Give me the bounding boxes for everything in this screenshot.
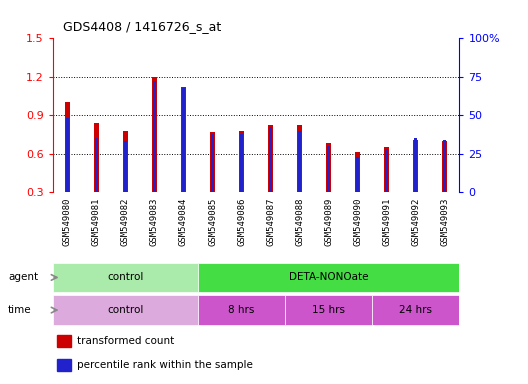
- Bar: [53, 295, 198, 325]
- Bar: [240, 134, 243, 192]
- Bar: [53, 263, 198, 292]
- Bar: [182, 88, 185, 192]
- Text: GSM549093: GSM549093: [440, 197, 449, 246]
- Bar: [297, 126, 302, 192]
- Text: GSM549090: GSM549090: [353, 197, 362, 246]
- Bar: [298, 131, 301, 192]
- Text: GSM549083: GSM549083: [150, 197, 159, 246]
- Text: percentile rank within the sample: percentile rank within the sample: [77, 360, 253, 370]
- Bar: [152, 77, 157, 192]
- Text: GSM549081: GSM549081: [92, 197, 101, 246]
- Bar: [153, 81, 156, 192]
- Text: GSM549091: GSM549091: [382, 197, 391, 246]
- Bar: [181, 87, 186, 192]
- Bar: [384, 147, 389, 192]
- Text: agent: agent: [8, 272, 38, 283]
- Bar: [269, 127, 272, 192]
- Text: transformed count: transformed count: [77, 336, 174, 346]
- Text: GSM549084: GSM549084: [179, 197, 188, 246]
- Text: control: control: [107, 272, 144, 283]
- Bar: [285, 295, 372, 325]
- Text: GDS4408 / 1416726_s_at: GDS4408 / 1416726_s_at: [63, 20, 222, 33]
- Bar: [326, 143, 331, 192]
- Text: GSM549085: GSM549085: [208, 197, 217, 246]
- Bar: [123, 131, 128, 192]
- Text: GSM549092: GSM549092: [411, 197, 420, 246]
- Text: time: time: [8, 305, 32, 315]
- Bar: [57, 335, 71, 348]
- Text: 24 hrs: 24 hrs: [399, 305, 432, 315]
- Text: GSM549086: GSM549086: [237, 197, 246, 246]
- Bar: [268, 126, 273, 192]
- Text: GSM549089: GSM549089: [324, 197, 333, 246]
- Bar: [372, 295, 459, 325]
- Bar: [57, 359, 71, 371]
- Bar: [211, 134, 214, 192]
- Bar: [355, 152, 360, 192]
- Bar: [442, 141, 447, 192]
- Text: GSM549080: GSM549080: [63, 197, 72, 246]
- Text: control: control: [107, 305, 144, 315]
- Bar: [124, 141, 127, 192]
- Bar: [444, 140, 446, 192]
- Bar: [356, 157, 359, 192]
- Bar: [239, 131, 244, 192]
- Bar: [65, 103, 70, 192]
- Bar: [414, 138, 417, 192]
- Bar: [210, 132, 215, 192]
- Text: GSM549082: GSM549082: [121, 197, 130, 246]
- Bar: [385, 149, 388, 192]
- Text: DETA-NONOate: DETA-NONOate: [289, 272, 369, 283]
- Bar: [95, 138, 98, 192]
- Bar: [198, 263, 459, 292]
- Text: 8 hrs: 8 hrs: [229, 305, 254, 315]
- Bar: [66, 118, 69, 192]
- Bar: [94, 123, 99, 192]
- Text: GSM549088: GSM549088: [295, 197, 304, 246]
- Text: 15 hrs: 15 hrs: [312, 305, 345, 315]
- Text: GSM549087: GSM549087: [266, 197, 275, 246]
- Bar: [198, 295, 285, 325]
- Bar: [327, 146, 330, 192]
- Bar: [413, 139, 418, 192]
